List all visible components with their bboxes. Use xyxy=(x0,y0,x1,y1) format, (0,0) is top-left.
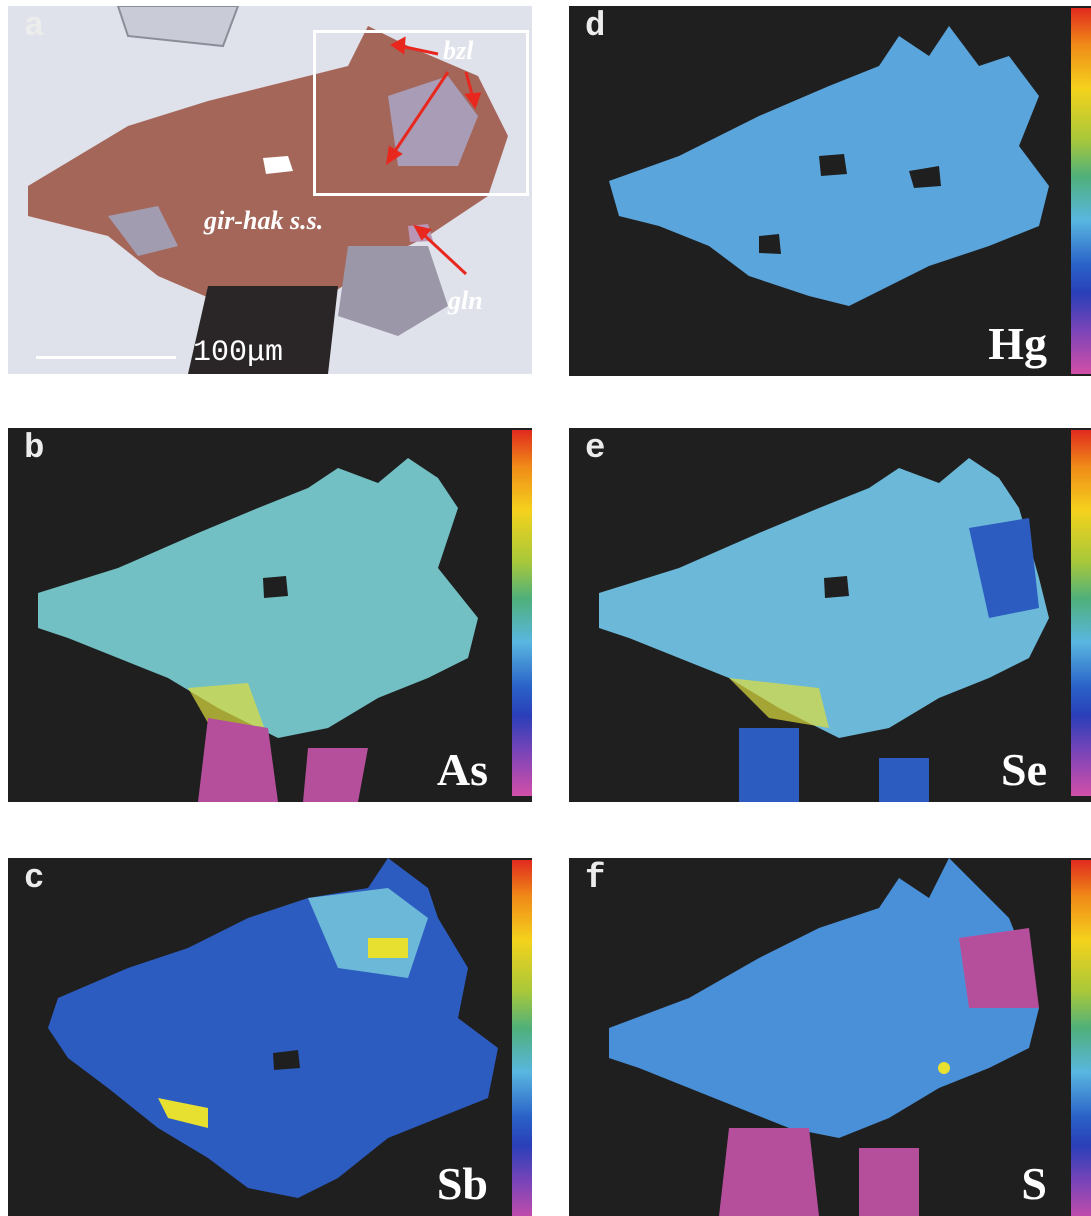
annotation-arrows xyxy=(386,36,482,276)
sb-map-image xyxy=(48,858,498,1198)
panel-letter: c xyxy=(24,860,45,898)
scale-label: 100μm xyxy=(193,336,284,370)
zoom-region-box xyxy=(313,30,529,196)
panel-letter: b xyxy=(24,430,45,468)
panel-letter: d xyxy=(585,8,606,46)
element-label: S xyxy=(1021,1158,1047,1209)
scale-bar xyxy=(36,356,176,359)
map-panel-c: c Sb xyxy=(8,858,532,1216)
se-map-image xyxy=(599,458,1049,802)
color-scale-bar xyxy=(1071,430,1091,796)
element-label: Sb xyxy=(436,1158,488,1209)
element-label: As xyxy=(436,744,488,795)
s-map-image xyxy=(609,858,1039,1216)
map-panel-f: f S xyxy=(569,858,1091,1216)
panel-letter: e xyxy=(585,430,606,468)
label-gir-hak: gir-hak s.s. xyxy=(204,206,324,235)
map-panel-b: b As xyxy=(8,428,532,802)
micrograph-panel-a: a bzl gir-hak s.s. gln 100μm xyxy=(8,6,532,374)
map-panel-d: d Hg xyxy=(569,6,1091,376)
element-label: Se xyxy=(1001,744,1047,795)
hg-map-image xyxy=(609,26,1049,306)
color-scale-bar xyxy=(512,860,532,1216)
panel-letter: a xyxy=(24,8,45,46)
panel-letter: f xyxy=(585,860,606,898)
map-panel-e: e Se xyxy=(569,428,1091,802)
as-map-image xyxy=(38,458,478,802)
color-scale-bar xyxy=(512,430,532,796)
color-scale-bar xyxy=(1071,8,1091,374)
micrograph-image xyxy=(8,6,532,374)
label-gln: gln xyxy=(448,286,483,315)
element-label: Hg xyxy=(988,318,1047,369)
color-scale-bar xyxy=(1071,860,1091,1216)
label-bzl: bzl xyxy=(443,36,474,65)
